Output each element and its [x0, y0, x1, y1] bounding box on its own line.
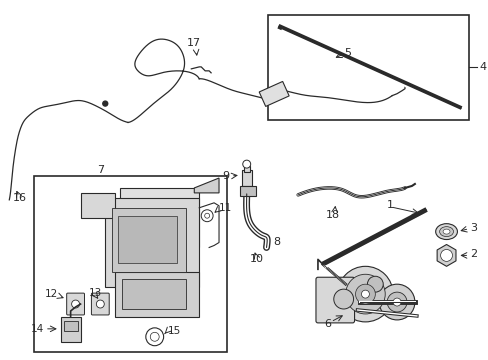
Circle shape — [102, 101, 107, 106]
FancyBboxPatch shape — [259, 81, 288, 107]
Text: 17: 17 — [187, 38, 201, 48]
FancyBboxPatch shape — [115, 272, 199, 317]
Text: 4: 4 — [478, 62, 486, 72]
Circle shape — [345, 274, 385, 314]
Ellipse shape — [439, 227, 452, 237]
Text: 18: 18 — [325, 210, 339, 220]
Text: 7: 7 — [97, 165, 103, 175]
Text: 13: 13 — [88, 288, 102, 298]
FancyBboxPatch shape — [105, 198, 199, 287]
FancyBboxPatch shape — [120, 188, 199, 247]
Bar — [241, 170, 251, 186]
Text: 16: 16 — [13, 193, 27, 203]
Bar — [63, 321, 78, 331]
Polygon shape — [194, 178, 219, 193]
Bar — [34, 176, 226, 352]
Bar — [112, 208, 186, 272]
FancyBboxPatch shape — [81, 193, 115, 218]
Bar — [239, 186, 255, 196]
Bar — [122, 279, 186, 309]
Bar — [118, 216, 177, 264]
Circle shape — [379, 284, 414, 320]
Text: 5: 5 — [344, 48, 351, 58]
Circle shape — [392, 298, 400, 306]
Text: 1: 1 — [386, 200, 393, 210]
Circle shape — [337, 266, 392, 322]
Text: 14: 14 — [31, 324, 44, 334]
Circle shape — [204, 213, 209, 218]
Circle shape — [150, 332, 159, 341]
Text: 8: 8 — [273, 237, 280, 247]
Text: 15: 15 — [167, 326, 181, 336]
Text: 11: 11 — [219, 203, 232, 213]
FancyBboxPatch shape — [315, 277, 354, 323]
Circle shape — [264, 95, 268, 100]
Circle shape — [386, 292, 406, 312]
Circle shape — [440, 249, 451, 261]
Circle shape — [333, 289, 353, 309]
Circle shape — [242, 160, 250, 168]
Text: 6: 6 — [324, 319, 331, 329]
Bar — [243, 166, 249, 172]
Circle shape — [71, 300, 80, 308]
Bar — [268, 15, 468, 121]
FancyBboxPatch shape — [61, 317, 81, 342]
FancyBboxPatch shape — [66, 293, 84, 315]
Text: 9: 9 — [222, 171, 228, 181]
Ellipse shape — [442, 229, 449, 234]
Text: 10: 10 — [249, 255, 263, 264]
Ellipse shape — [435, 224, 456, 239]
Text: 2: 2 — [469, 249, 476, 260]
Circle shape — [201, 210, 213, 222]
Text: 3: 3 — [469, 222, 476, 233]
Text: 12: 12 — [44, 289, 58, 299]
Circle shape — [361, 290, 368, 298]
FancyBboxPatch shape — [91, 293, 109, 315]
Circle shape — [96, 300, 104, 308]
Circle shape — [366, 276, 383, 292]
Circle shape — [145, 328, 163, 346]
Circle shape — [355, 284, 375, 304]
